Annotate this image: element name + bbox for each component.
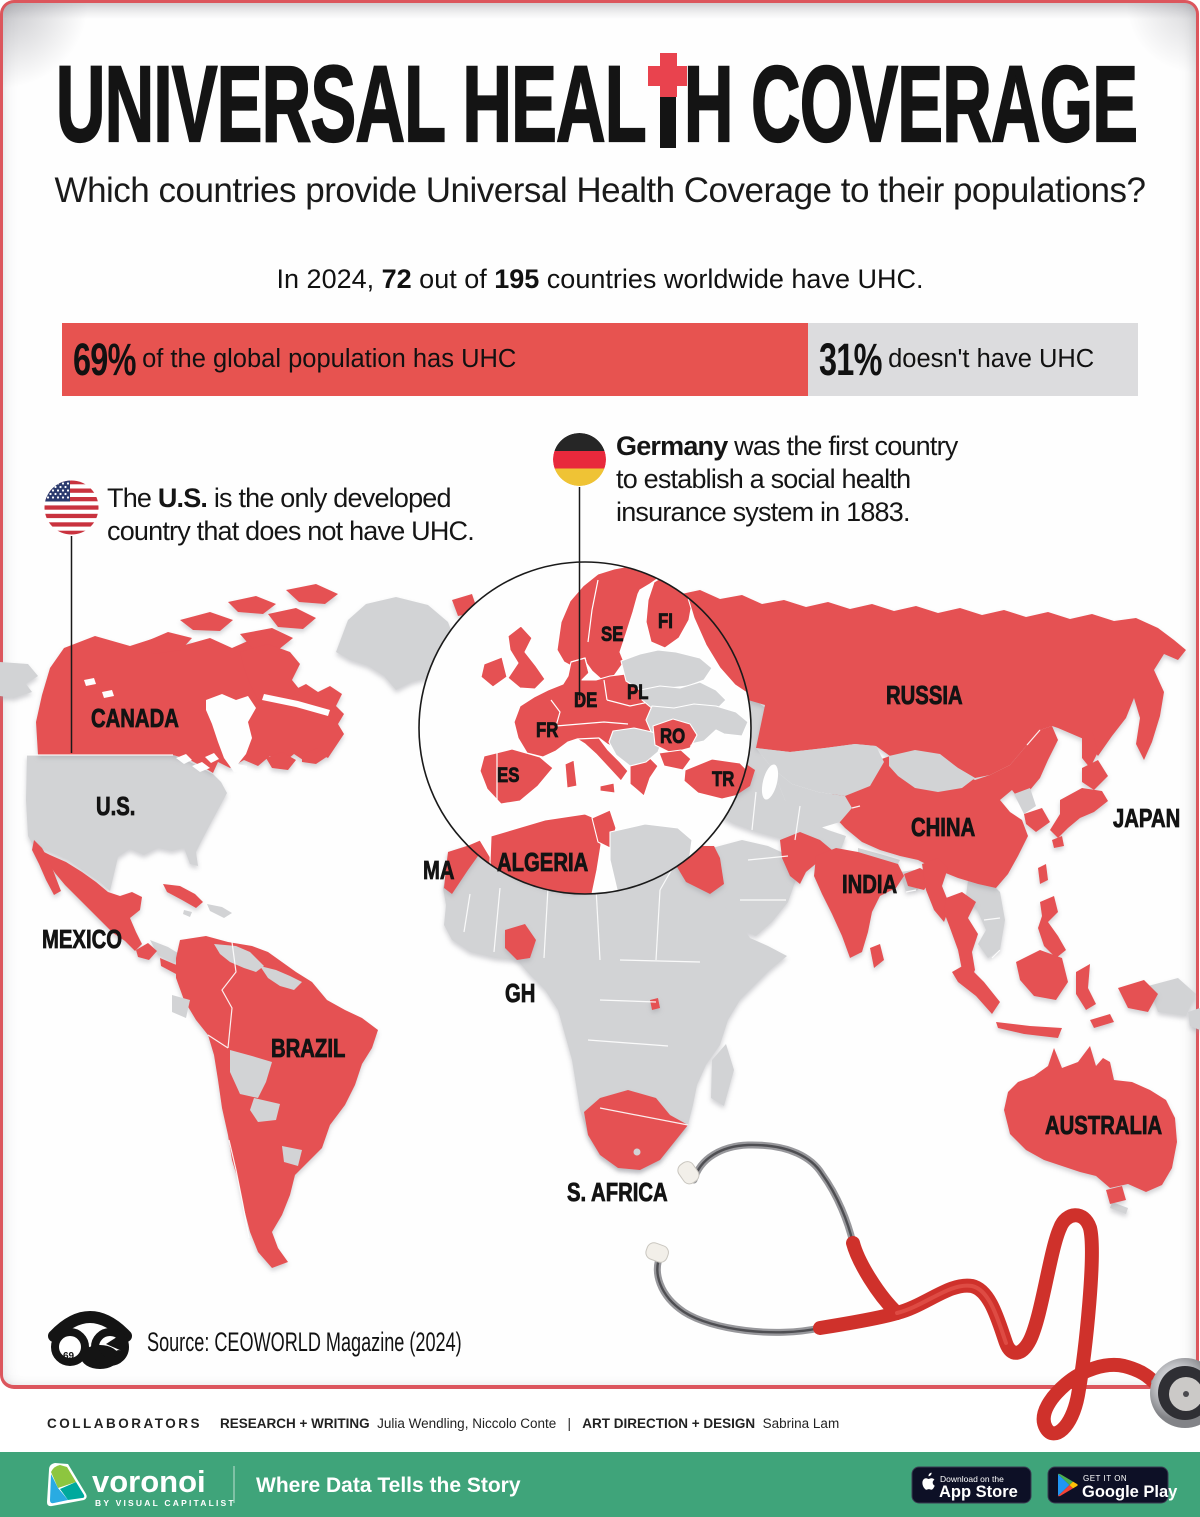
- svg-text:69: 69: [63, 1351, 75, 1362]
- svg-text:voronoi: voronoi: [92, 1464, 206, 1499]
- svg-text:Google Play: Google Play: [1082, 1483, 1178, 1501]
- svg-text:Download on the: Download on the: [940, 1474, 1004, 1484]
- svg-text:BY VISUAL CAPITALIST: BY VISUAL CAPITALIST: [95, 1498, 236, 1508]
- svg-text:GET IT ON: GET IT ON: [1083, 1474, 1127, 1483]
- svg-text:Where Data Tells the Story: Where Data Tells the Story: [256, 1474, 521, 1497]
- svg-text:App Store: App Store: [939, 1483, 1018, 1501]
